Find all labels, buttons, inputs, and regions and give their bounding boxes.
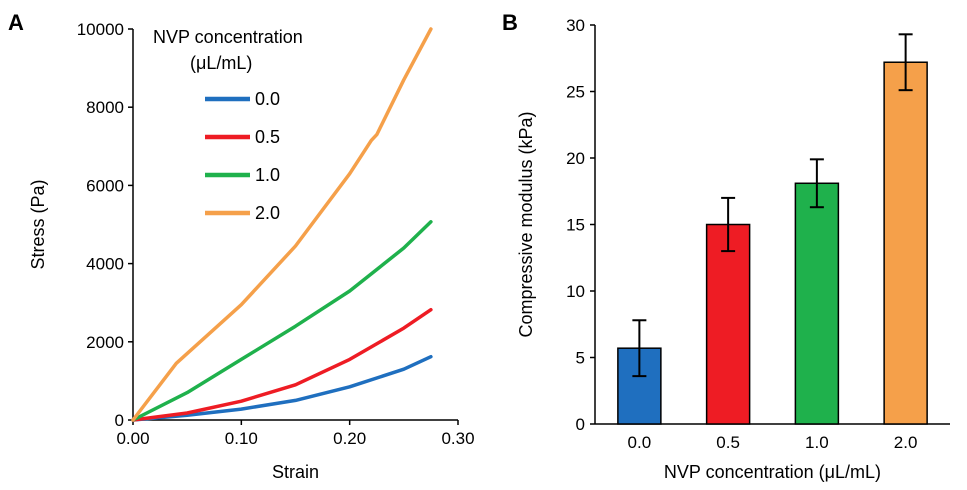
y-axis-title: Stress (Pa) [28, 179, 48, 269]
x-tick-label: 0.20 [333, 429, 366, 448]
x-axis-title: NVP concentration (μL/mL) [664, 462, 881, 482]
legend-label-1.0: 1.0 [255, 165, 280, 185]
x-tick-label: 0.0 [628, 433, 652, 452]
x-axis-title: Strain [272, 462, 319, 482]
x-tick-label: 0.30 [441, 429, 474, 448]
y-tick-label: 20 [566, 149, 585, 168]
legend-label-0.5: 0.5 [255, 127, 280, 147]
y-tick-label: 6000 [86, 176, 124, 195]
legend-label-2.0: 2.0 [255, 203, 280, 223]
panel-a-axes: 0 2000 4000 6000 8000 10000 0.00 0.10 0.20 0.30 St… [28, 20, 475, 482]
y-tick-label: 2000 [86, 333, 124, 352]
y-tick-label: 10000 [77, 20, 124, 39]
legend-label-0.0: 0.0 [255, 89, 280, 109]
panel-a-label: A [8, 10, 24, 35]
series-line-0.0 [131, 354, 433, 422]
bar-0.5 [705, 223, 751, 425]
x-tick-label: 2.0 [894, 433, 918, 452]
y-axis-title: Compressive modulus (kPa) [516, 111, 536, 337]
panel-a-legend: NVP concentration (μL/mL) 0.0 0.5 1.0 2.0 [153, 27, 303, 223]
legend-title-line2: (μL/mL) [190, 53, 252, 73]
y-tick-label: 5 [576, 349, 585, 368]
panel-b-axes: 0 5 10 15 20 25 30 0.0 0.5 1.0 2.0 NVP concentratio… [516, 16, 950, 482]
series-line-1.0 [131, 220, 433, 422]
y-tick-label: 25 [566, 83, 585, 102]
series-line-0.5 [131, 307, 433, 422]
panel-a-series [131, 27, 433, 422]
panel-a: A 0 2000 4000 6000 8000 10000 0.00 0.10 0.20 0.30… [8, 10, 475, 482]
x-tick-label: 0.5 [716, 433, 740, 452]
y-tick-label: 15 [566, 216, 585, 235]
panel-b-bars [617, 33, 928, 425]
y-tick-label: 0 [576, 415, 585, 434]
bar-1.0 [794, 182, 840, 425]
y-tick-label: 10 [566, 282, 585, 301]
y-tick-label: 4000 [86, 255, 124, 274]
y-tick-label: 30 [566, 16, 585, 35]
x-tick-label: 0.00 [116, 429, 149, 448]
x-tick-label: 0.10 [225, 429, 258, 448]
x-tick-label: 1.0 [805, 433, 829, 452]
bar-2.0 [883, 61, 928, 425]
legend-title-line1: NVP concentration [153, 27, 303, 47]
y-tick-label: 8000 [86, 98, 124, 117]
series-line-2.0 [131, 27, 433, 422]
panel-b-label: B [502, 10, 518, 35]
panel-b: B 0 5 10 15 20 25 30 0.0 0.5 1.0 2.0 NVP concentrat… [502, 10, 950, 482]
y-tick-label: 0 [115, 411, 124, 430]
